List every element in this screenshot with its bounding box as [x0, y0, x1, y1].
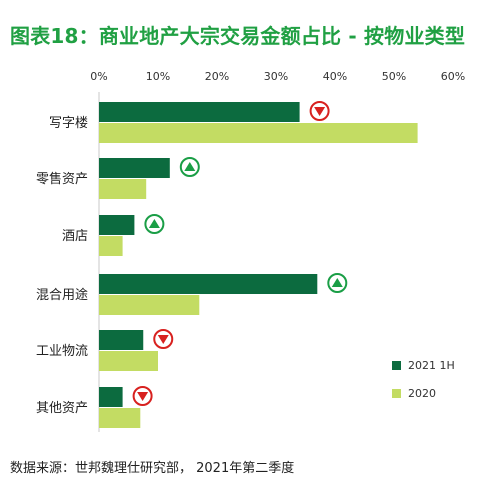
- source-note: 数据来源：世邦魏理仕研究部， 2021年第二季度: [10, 461, 295, 476]
- bar-series-2020: [99, 408, 141, 428]
- bar-series-2020: [99, 236, 123, 256]
- category-label: 其他资产: [36, 401, 88, 416]
- decrease-marker-icon: [132, 386, 153, 406]
- x-tick-label: 30%: [264, 70, 288, 83]
- x-tick-label: 0%: [90, 70, 107, 83]
- decrease-marker-icon: [153, 329, 174, 349]
- bar-series-2021-1h: [99, 330, 144, 350]
- bar-series-2021-1h: [99, 274, 318, 294]
- legend-label: 2021 1H: [408, 359, 455, 372]
- category-label: 写字楼: [49, 116, 88, 131]
- category-label: 酒店: [62, 229, 88, 244]
- x-tick-label: 50%: [382, 70, 406, 83]
- chart-title: 图表18：商业地产大宗交易金额占比 - 按物业类型: [10, 24, 466, 48]
- x-tick-label: 20%: [205, 70, 229, 83]
- bar-series-2021-1h: [99, 102, 300, 122]
- legend-swatch: [392, 389, 401, 398]
- decrease-marker-icon: [309, 101, 330, 121]
- x-tick-label: 10%: [146, 70, 170, 83]
- bar-series-2021-1h: [99, 387, 123, 407]
- bar-series-2020: [99, 295, 200, 315]
- bar-series-2020: [99, 123, 418, 143]
- bar-series-2021-1h: [99, 215, 135, 235]
- bar-series-2020: [99, 351, 158, 371]
- increase-marker-icon: [179, 157, 200, 177]
- x-tick-label: 60%: [441, 70, 465, 83]
- x-tick-label: 40%: [323, 70, 347, 83]
- legend-label: 2020: [408, 387, 436, 400]
- bar-series-2021-1h: [99, 158, 170, 178]
- legend-swatch: [392, 361, 401, 370]
- bar-series-2020: [99, 179, 147, 199]
- category-label: 混合用途: [36, 287, 88, 303]
- increase-marker-icon: [327, 273, 348, 293]
- increase-marker-icon: [144, 214, 165, 234]
- category-label: 工业物流: [36, 344, 88, 359]
- category-label: 零售资产: [36, 171, 88, 187]
